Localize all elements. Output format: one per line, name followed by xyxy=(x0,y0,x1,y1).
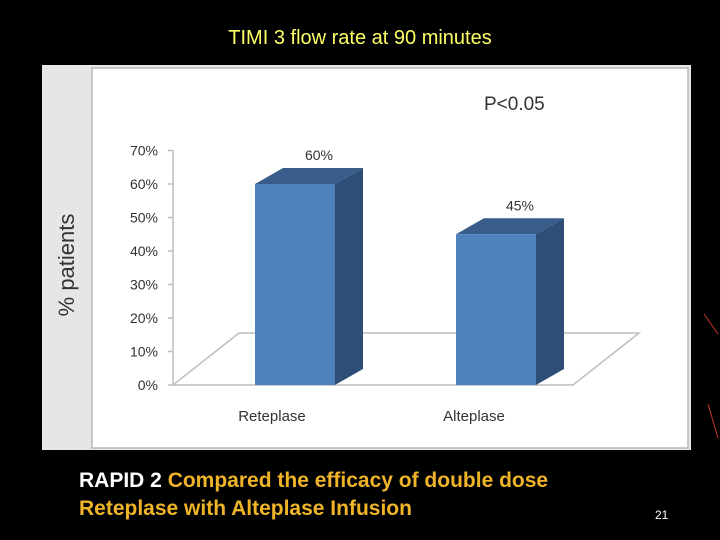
bar xyxy=(255,184,335,385)
caption-study-name: RAPID 2 xyxy=(79,469,162,492)
bar-chart: 0% 10% 20% 30% 40% 50% 60% 70% % patients 60% 45% R… xyxy=(54,67,689,449)
bar-top xyxy=(255,168,363,184)
x-tick-label: Reteplase xyxy=(238,408,306,425)
y-axis-title: % patients xyxy=(54,214,79,317)
y-tick-label: 60% xyxy=(130,176,158,192)
slide-title: TIMI 3 flow rate at 90 minutes xyxy=(228,27,492,49)
y-tick-label: 10% xyxy=(130,344,158,360)
y-tick-label: 20% xyxy=(130,310,158,326)
y-tick-label: 70% xyxy=(130,143,158,159)
bar xyxy=(456,234,536,385)
chart-plot-panel xyxy=(91,67,689,449)
slide-number: 21 xyxy=(655,508,669,522)
bar-side xyxy=(335,168,363,385)
chart-area: 0% 10% 20% 30% 40% 50% 60% 70% % patients 60% 45% R… xyxy=(42,65,691,450)
y-tick-label: 50% xyxy=(130,210,158,226)
y-tick-label: 0% xyxy=(138,377,158,393)
y-tick-label: 30% xyxy=(130,277,158,293)
chart-floor xyxy=(170,332,642,386)
bar-side xyxy=(536,218,564,385)
slide-caption: RAPID 2 Compared the efficacy of double … xyxy=(79,467,659,523)
data-label: 60% xyxy=(305,147,333,163)
decorative-line xyxy=(703,313,719,439)
bar-top xyxy=(456,218,564,235)
x-tick-label: Alteplase xyxy=(443,408,505,425)
y-tick-label: 40% xyxy=(130,243,158,259)
caption-text-line2: Reteplase with Alteplase Infusion xyxy=(79,497,412,520)
data-label: 45% xyxy=(506,197,534,213)
caption-text-line1: Compared the efficacy of double dose xyxy=(161,469,549,492)
significance-annotation: P<0.05 xyxy=(484,94,545,115)
